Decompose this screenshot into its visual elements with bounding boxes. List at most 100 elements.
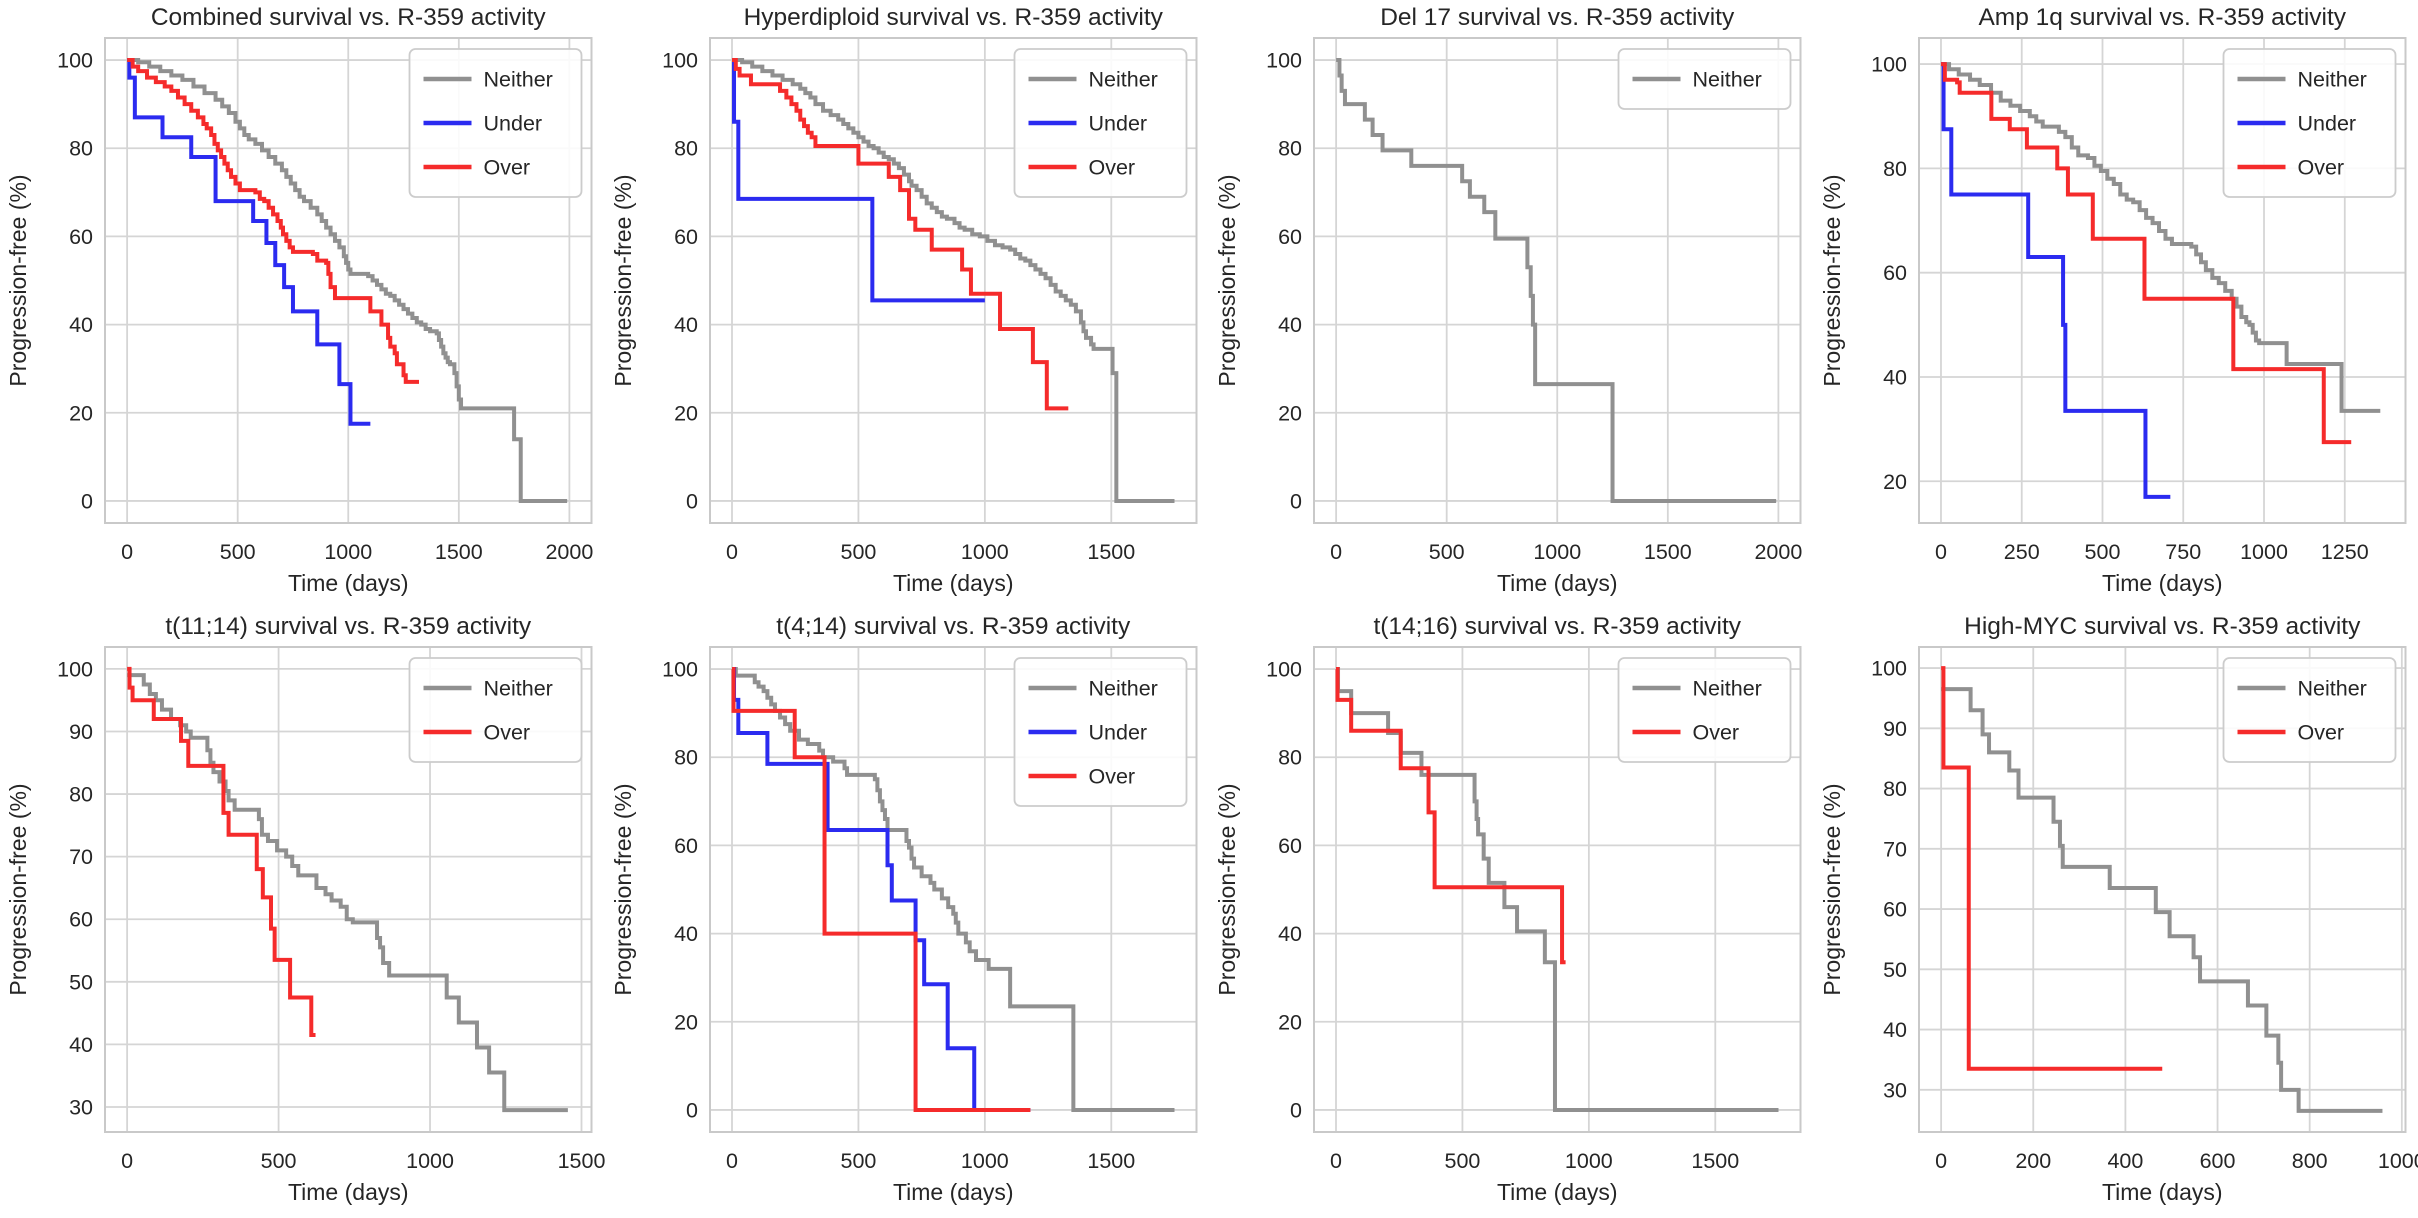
subplot-cell-5: t(11;14) survival vs. R-359 activity 0 500… — [0, 609, 605, 1218]
y-tick-label: 100 — [57, 657, 93, 681]
y-tick-label: 100 — [1871, 53, 1907, 77]
y-tick-label: 20 — [1278, 1010, 1302, 1034]
legend-label-neither: Neither — [1088, 677, 1157, 701]
y-tick-label: 90 — [69, 720, 93, 744]
subplot-cell-3: Del 17 survival vs. R-359 activity 0 500 10… — [1209, 0, 1814, 609]
y-tick-label: 40 — [674, 922, 698, 946]
y-tick-label: 40 — [1883, 1018, 1907, 1042]
x-tick-label: 1500 — [558, 1149, 605, 1173]
axes-spines — [708, 646, 1197, 1133]
survival-chart-8: High-MYC survival vs. R-359 activity 0 200… — [1813, 609, 2418, 1218]
y-tick-label: 80 — [1883, 777, 1907, 801]
km-curve-over — [1335, 667, 1566, 965]
y-tick-label: 30 — [69, 1095, 93, 1119]
x-tick-label: 500 — [1429, 540, 1465, 564]
x-tick-label: 400 — [2107, 1149, 2143, 1173]
legend: Neither Over — [408, 657, 583, 763]
y-tick-label: 0 — [1290, 1098, 1302, 1122]
legend-label-neither: Neither — [1088, 68, 1157, 92]
chart-title: t(11;14) survival vs. R-359 activity — [165, 613, 532, 640]
legend: Neither Under Over — [2222, 48, 2396, 198]
y-axis-label: Progression-free (%) — [5, 174, 31, 386]
km-curve-neither — [1940, 62, 2380, 413]
legend-label-neither: Neither — [1693, 677, 1762, 701]
y-tick-label: 40 — [1883, 365, 1907, 389]
legend-label-over: Over — [2297, 721, 2344, 745]
y-tick-label: 80 — [1278, 137, 1302, 161]
x-tick-label: 500 — [1444, 1149, 1480, 1173]
survival-chart-5: t(11;14) survival vs. R-359 activity 0 500… — [0, 609, 605, 1218]
legend-box — [2222, 48, 2396, 198]
km-curve-neither — [1336, 58, 1777, 503]
chart-title: t(14;16) survival vs. R-359 activity — [1373, 613, 1741, 640]
x-tick-label: 250 — [2003, 540, 2039, 564]
y-tick-label: 80 — [69, 783, 93, 807]
x-tick-label: 0 — [121, 540, 133, 564]
y-tick-label: 100 — [1266, 49, 1302, 73]
axes-spines — [708, 37, 1197, 524]
axes-spines — [104, 646, 593, 1133]
y-axis-label: Progression-free (%) — [1214, 174, 1240, 386]
x-tick-label: 2000 — [545, 540, 593, 564]
y-tick-label: 60 — [69, 908, 93, 932]
y-tick-label: 100 — [1266, 658, 1302, 682]
km-curve-over — [731, 667, 1030, 1112]
legend-label-over: Over — [484, 156, 531, 180]
km-curve-over — [127, 666, 316, 1037]
km-curve-neither — [127, 673, 568, 1113]
y-tick-label: 0 — [686, 1098, 698, 1122]
legend-label-under: Under — [1088, 721, 1147, 745]
x-tick-label: 0 — [1330, 1149, 1342, 1173]
x-tick-label: 1000 — [406, 1149, 454, 1173]
subplot-cell-1: Combined survival vs. R-359 activity 0 500… — [0, 0, 605, 609]
km-curve-over — [731, 58, 1068, 411]
axes-spines — [1917, 646, 2406, 1133]
legend-label-neither: Neither — [1693, 68, 1762, 92]
legend-label-neither: Neither — [484, 68, 553, 92]
x-tick-label: 1500 — [1087, 540, 1135, 564]
y-tick-label: 0 — [1290, 489, 1302, 513]
subplot-cell-2: Hyperdiploid survival vs. R-359 activity… — [604, 0, 1209, 609]
x-axis-label: Time (days) — [2101, 1179, 2222, 1205]
legend-box — [2222, 657, 2396, 763]
x-axis-label: Time (days) — [1497, 1179, 1618, 1205]
x-axis-label: Time (days) — [892, 570, 1013, 596]
km-curve-under — [1940, 62, 2170, 499]
x-tick-label: 1000 — [2240, 540, 2288, 564]
axes-spines — [1917, 37, 2406, 524]
y-tick-label: 100 — [662, 658, 698, 682]
y-axis-label: Progression-free (%) — [5, 783, 31, 995]
legend: Neither — [1617, 48, 1792, 110]
y-tick-label: 40 — [1278, 922, 1302, 946]
x-tick-label: 500 — [220, 540, 256, 564]
y-tick-label: 60 — [69, 225, 93, 249]
x-tick-label: 1000 — [1565, 1149, 1613, 1173]
x-tick-label: 500 — [840, 1149, 876, 1173]
x-tick-label: 800 — [2291, 1149, 2327, 1173]
x-tick-label: 1500 — [435, 540, 483, 564]
x-tick-label: 500 — [261, 1149, 297, 1173]
chart-title: Hyperdiploid survival vs. R-359 activity — [743, 4, 1163, 31]
x-tick-label: 1500 — [1691, 1149, 1739, 1173]
km-curve-neither — [731, 667, 1174, 1112]
y-tick-label: 80 — [674, 746, 698, 770]
x-axis-label: Time (days) — [892, 1179, 1013, 1205]
km-curve-under — [731, 58, 985, 303]
x-tick-label: 0 — [1935, 1149, 1947, 1173]
y-axis-label: Progression-free (%) — [1819, 174, 1845, 386]
survival-chart-7: t(14;16) survival vs. R-359 activity 0 500… — [1209, 609, 1814, 1218]
km-curve-neither — [1336, 667, 1779, 1112]
km-curve-over — [127, 58, 420, 384]
y-axis-label: Progression-free (%) — [610, 783, 636, 995]
y-tick-label: 100 — [1871, 657, 1907, 681]
km-curve-neither — [1940, 687, 2382, 1113]
chart-title: Amp 1q survival vs. R-359 activity — [1978, 4, 2346, 31]
x-tick-label: 500 — [2084, 540, 2120, 564]
x-tick-label: 1000 — [2377, 1149, 2418, 1173]
x-tick-label: 0 — [1934, 540, 1946, 564]
y-tick-label: 60 — [1278, 834, 1302, 858]
y-axis-label: Progression-free (%) — [610, 174, 636, 386]
x-tick-label: 0 — [726, 1149, 738, 1173]
legend: Neither Under Over — [1013, 48, 1187, 198]
x-tick-label: 0 — [1330, 540, 1342, 564]
